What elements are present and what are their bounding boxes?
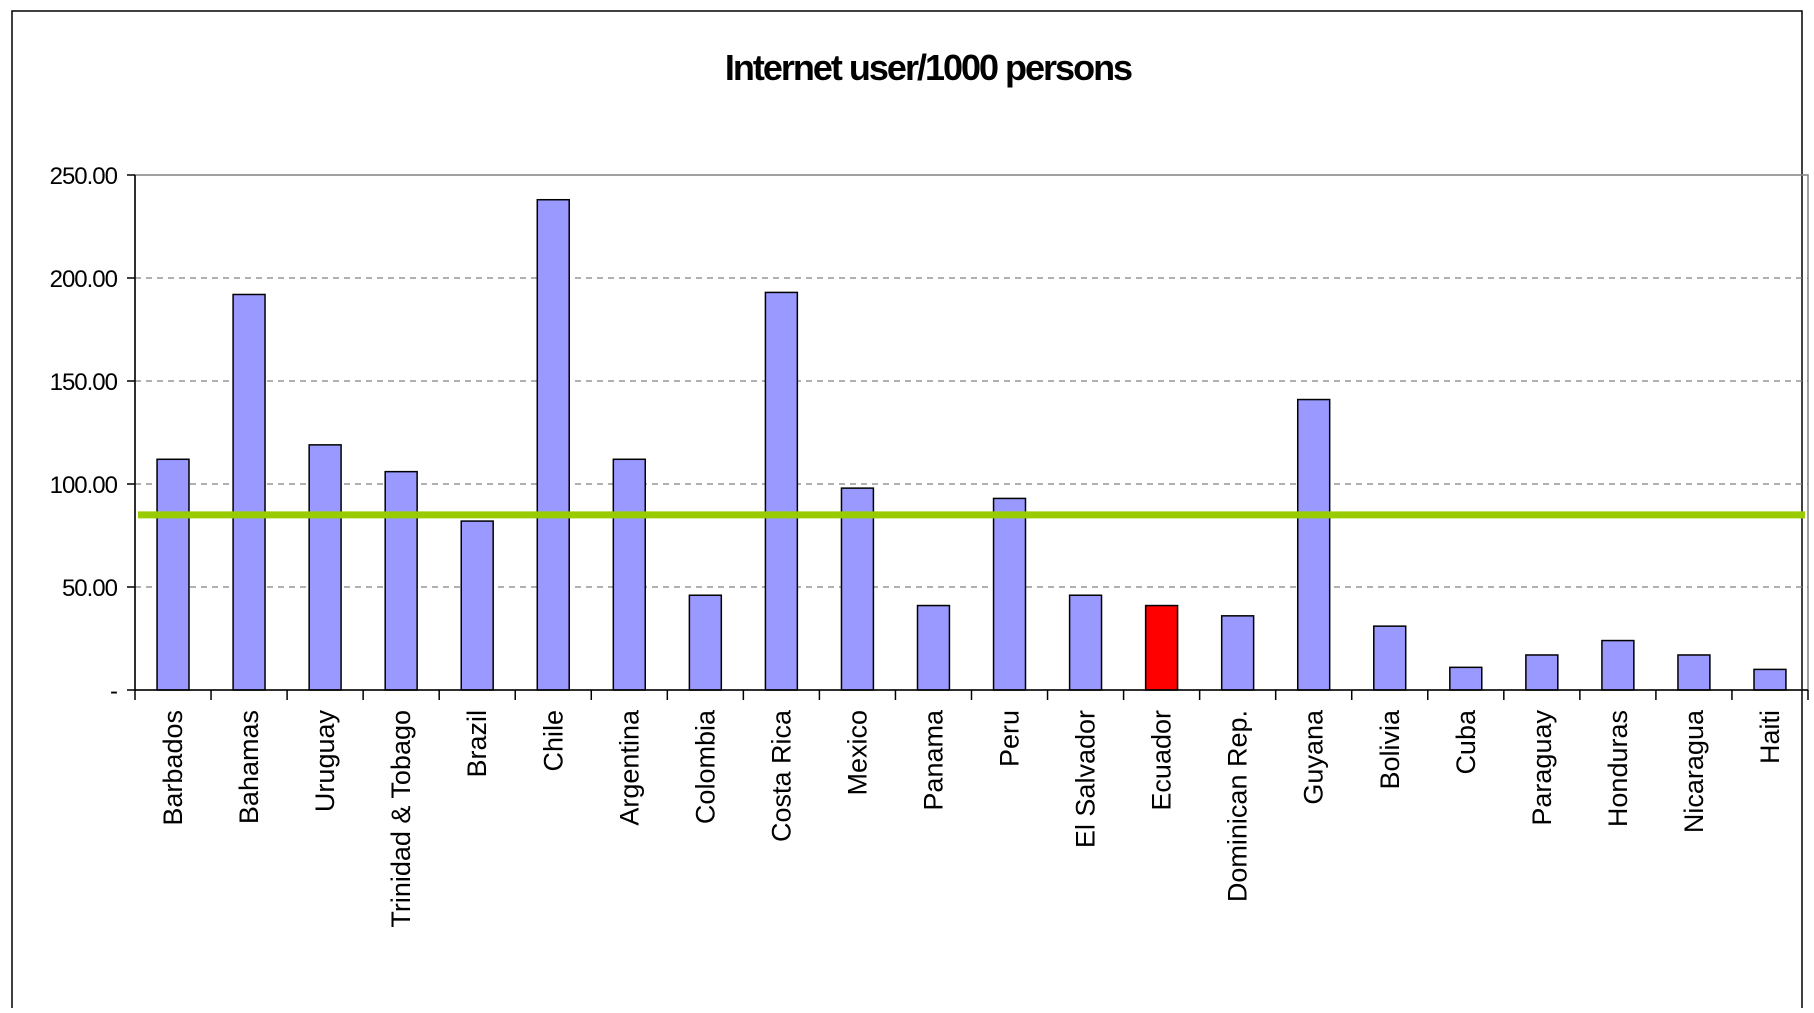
category-labels: Barbados Bahamas Uruguay Trinidad & Tobago B… <box>158 709 1785 928</box>
bar-colombia <box>688 594 723 691</box>
bar-guyana <box>1296 398 1331 691</box>
x-tick-label: Mexico <box>842 710 872 796</box>
x-tick-label: Cuba <box>1451 709 1481 775</box>
axes: - 50.00 100.00 150.00 200.00 250.00 <box>50 163 1809 705</box>
bar-chile <box>536 198 570 691</box>
bar-argentina <box>612 458 647 691</box>
bar-honduras <box>1601 639 1635 691</box>
chart-title: Internet user/1000 persons <box>725 47 1132 88</box>
bar-bahamas <box>232 293 266 691</box>
y-tick-label: 200.00 <box>50 266 118 293</box>
x-tick-label: Uruguay <box>310 710 340 813</box>
bar-haiti <box>1753 668 1787 691</box>
y-tick-label: 150.00 <box>50 369 118 396</box>
x-tick-label: Dominican Rep. <box>1223 710 1253 902</box>
y-tick-label: - <box>110 678 117 705</box>
x-tick-label: Colombia <box>690 709 720 824</box>
bar-dominican-rep <box>1220 615 1255 691</box>
bar-el-salvador <box>1068 594 1103 691</box>
x-tick-label: Bolivia <box>1375 709 1405 790</box>
bar-peru <box>992 497 1027 691</box>
bar-barbados <box>156 458 190 691</box>
x-tick-label: Brazil <box>462 710 492 778</box>
x-tick-label: Panama <box>918 709 948 811</box>
bar-uruguay <box>308 444 342 691</box>
x-tick-label: Honduras <box>1603 710 1633 827</box>
x-tick-label: Trinidad & Tobago <box>386 710 416 928</box>
bar-panama <box>916 604 951 691</box>
bar-trinidad-tobago <box>384 470 418 691</box>
y-tick-label: 250.00 <box>50 163 118 190</box>
x-tick-label: Paraguay <box>1527 710 1557 826</box>
y-tick-label: 100.00 <box>50 472 118 499</box>
x-tick-label: Argentina <box>614 709 644 826</box>
x-tick-label: Bahamas <box>234 710 264 824</box>
chart-border <box>11 10 1803 1012</box>
x-tick-label: Peru <box>995 710 1025 767</box>
x-tick-label: Guyana <box>1299 709 1329 805</box>
x-tick-label: Nicaragua <box>1679 709 1709 833</box>
bar-paraguay <box>1525 654 1559 691</box>
bar-costa-rica <box>764 291 799 691</box>
x-tick-label: El Salvador <box>1071 710 1101 848</box>
bar-ecuador <box>1144 604 1179 691</box>
x-tick-label: Haiti <box>1755 710 1785 764</box>
bar-mexico <box>840 487 875 691</box>
y-tick-label: 50.00 <box>62 575 118 602</box>
bar-bolivia <box>1373 625 1407 691</box>
x-tick-label: Costa Rica <box>766 709 796 842</box>
x-tick-label: Chile <box>538 710 568 772</box>
x-tick-label: Barbados <box>158 710 188 826</box>
x-tick-label: Ecuador <box>1147 710 1177 811</box>
bar-nicaragua <box>1677 654 1711 691</box>
bar-cuba <box>1449 666 1483 691</box>
bar-brazil <box>460 520 494 691</box>
